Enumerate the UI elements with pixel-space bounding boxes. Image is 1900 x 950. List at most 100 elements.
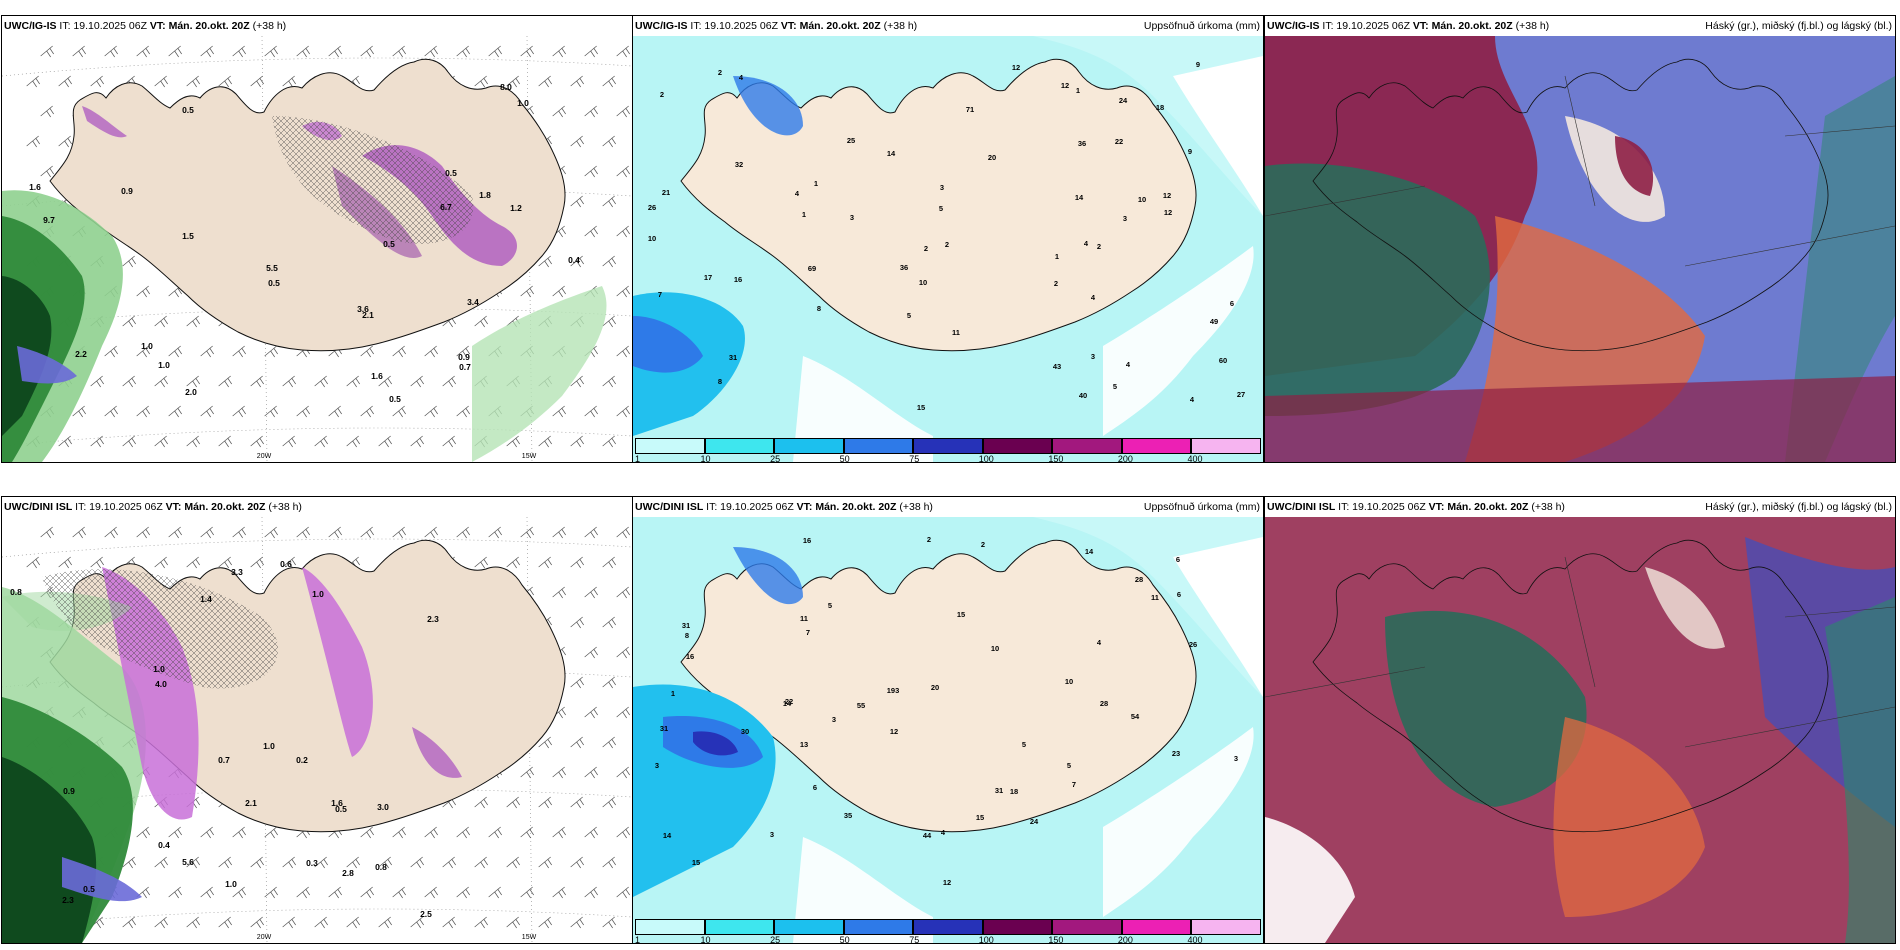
wind-barb [602, 616, 616, 629]
map-panel-clouds[interactable]: UWC/DINI ISL IT: 19.10.2025 06Z VT: Mán.… [1264, 496, 1896, 944]
wind-barb [584, 165, 598, 178]
panel-header: UWC/DINI ISL IT: 19.10.2025 06Z VT: Mán.… [1265, 497, 1895, 517]
value-label: 0.4 [158, 840, 170, 850]
value-label: 1 [671, 689, 675, 698]
snow-area [302, 567, 373, 757]
lead-time: (+38 h) [265, 501, 302, 513]
lead-time: (+38 h) [1512, 20, 1550, 32]
wind-barb [218, 375, 232, 388]
wind-barb [474, 315, 488, 328]
wind-barb [40, 105, 54, 118]
low-cloud [1825, 597, 1895, 943]
wind-barb [314, 375, 328, 388]
wind-barb [26, 556, 40, 569]
value-label: 55 [857, 701, 865, 710]
value-label: 1.0 [225, 879, 237, 889]
wind-barb [296, 886, 310, 899]
wind-barb [154, 556, 168, 569]
wind-barb [616, 646, 630, 659]
wind-barb [136, 345, 150, 358]
value-label: 2 [945, 240, 949, 249]
wind-barb [168, 405, 182, 418]
lon-label-20w: 20W [257, 934, 272, 941]
wind-barb [186, 916, 200, 929]
colorbar-tick: 75 [909, 935, 920, 944]
wind-barb [314, 435, 328, 448]
init-time: IT: 19.10.2025 06Z [1335, 501, 1429, 513]
colorbar-segment [1052, 438, 1122, 454]
no-precip-area [1103, 727, 1254, 917]
wind-barb [616, 526, 630, 539]
lat-line [2, 427, 632, 447]
freezing-area [272, 116, 474, 244]
value-label: 31 [682, 621, 690, 630]
map-panel-accum[interactable]: 2 20 24 31 55 5 4 6 7 18 12 22 6 11 15 28 28 26 10 13 14 23 15… [632, 496, 1264, 944]
wind-barb [602, 195, 616, 208]
map-panel-clouds[interactable]: UWC/IG-IS IT: 19.10.2025 06Z VT: Mán. 20… [1264, 15, 1896, 463]
wind-barb [410, 435, 424, 448]
wind-barb [200, 526, 214, 539]
wind-barb [442, 375, 456, 388]
wind-barb [552, 285, 566, 298]
value-label: 31 [660, 724, 668, 733]
panel-title: UWC/DINI ISL IT: 19.10.2025 06Z VT: Mán.… [1267, 497, 1565, 517]
wind-barb [602, 75, 616, 88]
value-label: 8 [718, 377, 722, 386]
value-label: 36 [1078, 139, 1086, 148]
value-label: 12 [890, 727, 898, 736]
wind-barb [40, 526, 54, 539]
value-label: 4 [1084, 239, 1089, 248]
wind-barb [218, 856, 232, 869]
wind-barb [360, 45, 374, 58]
value-label: 26 [1189, 640, 1197, 649]
wind-barb [232, 345, 246, 358]
value-label: 4 [1097, 638, 1102, 647]
value-label: 0.9 [63, 786, 75, 796]
value-label: 6 [813, 783, 817, 792]
colorbar-segment [913, 919, 983, 935]
value-label: 28 [1135, 575, 1143, 584]
wind-barb [616, 586, 630, 599]
value-label: 2.5 [420, 909, 432, 919]
colorbar-tick: 1 [635, 935, 641, 944]
value-label: 10 [991, 644, 999, 653]
value-label: 0.9 [458, 352, 470, 362]
colorbar-tick: 400 [1187, 935, 1203, 944]
wind-barb [168, 826, 182, 839]
wind-barb [378, 856, 392, 869]
wind-barb [602, 856, 616, 869]
value-label: 0.4 [568, 255, 580, 265]
wind-barb [520, 526, 534, 539]
wind-barb [328, 886, 342, 899]
map-panel-precip-rate[interactable]: 0.5 0.5 1.0 0.9 1.8 1.6 0.4 1.5 0.5 1.0 2.2 1.6 5.5 3… [1, 15, 633, 463]
model-name: UWC/DINI ISL [1267, 501, 1336, 513]
value-label: 16 [803, 536, 811, 545]
clear-area [1645, 567, 1725, 649]
wind-barb [250, 375, 264, 388]
colorbar-tick: 50 [839, 454, 850, 463]
wind-barb [90, 435, 104, 448]
wind-barb [392, 345, 406, 358]
value-label: 24 [1119, 96, 1128, 105]
value-label: 0.5 [389, 394, 401, 404]
value-label: 6 [1177, 590, 1181, 599]
value-label: 0.6 [280, 559, 292, 569]
wind-barb [424, 45, 438, 58]
value-label: 4 [1091, 293, 1096, 302]
wind-barb [136, 526, 150, 539]
wind-barb [186, 435, 200, 448]
wind-barb [360, 826, 374, 839]
wind-barb [136, 45, 150, 58]
map-canvas [1265, 36, 1895, 462]
map-panel-precip-rate[interactable]: 2.3 3.0 1.0 2.1 1.4 0.6 0.8 1.0 2.8 0.4 2.5 4.0 5.6 3… [1, 496, 633, 944]
colorbar-segment [1191, 919, 1261, 935]
model-name: UWC/IG-IS [4, 20, 57, 32]
value-label: 0.8 [375, 862, 387, 872]
value-label: 12 [1061, 81, 1069, 90]
panel-field-label: Háský (gr.), miðský (fj.bl.) og lágský (… [1705, 501, 1892, 513]
value-label: 1.6 [371, 371, 383, 381]
wind-barb [232, 405, 246, 418]
map-panel-accum[interactable]: 2 6 10 49 43 22 12 3 60 5 4 1 7 4 8 4 18 17 24 14 10 10 14 12 12… [632, 15, 1264, 463]
value-label: 10 [1138, 195, 1146, 204]
wind-barb [346, 916, 360, 929]
